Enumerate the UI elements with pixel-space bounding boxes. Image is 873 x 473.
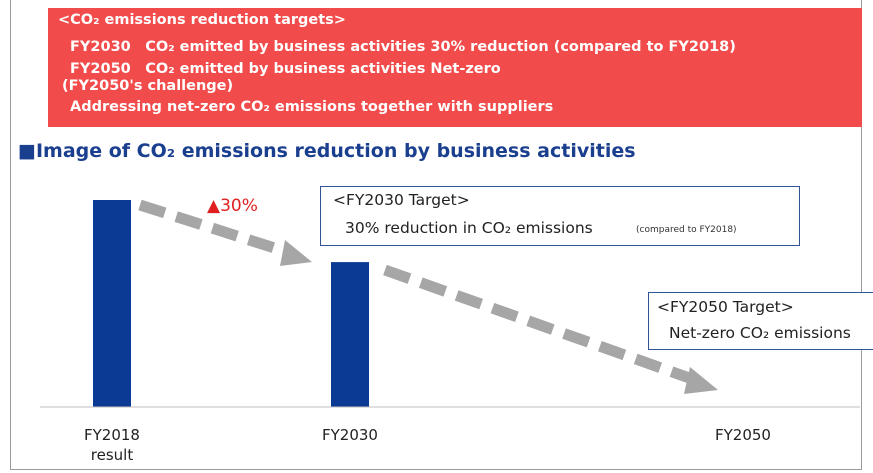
- bar: [331, 262, 369, 407]
- target-text: Net-zero CO₂ emissions: [669, 324, 851, 342]
- trend-arrows: [138, 199, 697, 386]
- chart-title: ■Image of CO₂ emissions reduction by bus…: [18, 140, 636, 162]
- target-note: (compared to FY2018): [636, 225, 737, 235]
- annotation: ▲30%: [207, 196, 258, 216]
- x-tick-label: FY2018 result: [84, 426, 140, 464]
- target-heading: <FY2030 Target>: [333, 191, 470, 209]
- banner-line: Addressing net-zero CO₂ emissions togeth…: [70, 99, 554, 115]
- banner-line: <CO₂ emissions reduction targets>: [58, 12, 346, 28]
- arrow-head: [280, 240, 312, 266]
- target-heading: <FY2050 Target>: [657, 298, 794, 316]
- x-tick-label: FY2030: [322, 426, 378, 444]
- bar: [93, 200, 131, 407]
- banner-line: FY2050 CO₂ emitted by business activitie…: [70, 61, 501, 77]
- frame: [10, 0, 862, 470]
- target-box: <FY2050 Target> Net-zero CO₂ emissions: [648, 292, 873, 350]
- target-text: 30% reduction in CO₂ emissions: [345, 219, 593, 237]
- x-tick-label: FY2050: [715, 426, 771, 444]
- target-box: <FY2030 Target> 30% reduction in CO₂ emi…: [320, 186, 800, 246]
- arrow-head: [684, 367, 718, 394]
- target-banner: <CO₂ emissions reduction targets> FY2030…: [48, 8, 862, 127]
- banner-line: (FY2050's challenge): [62, 78, 234, 94]
- banner-line: FY2030 CO₂ emitted by business activitie…: [70, 39, 736, 55]
